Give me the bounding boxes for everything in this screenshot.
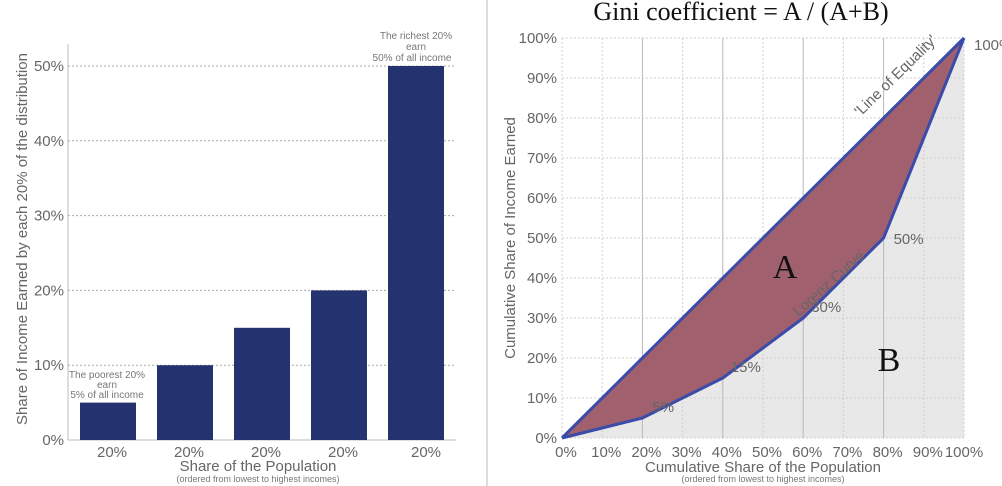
lorenz-x-tick-label: 60%	[792, 444, 822, 461]
lorenz-x-tick-label: 40%	[712, 444, 742, 461]
area-b	[562, 38, 964, 438]
lorenz-chart-y-ticks: 0% 10% 20% 30% 40% 50% 60% 70% 80% 90% 100%	[519, 30, 557, 447]
bar	[157, 365, 213, 440]
lorenz-y-tick-label: 40%	[527, 270, 557, 287]
lorenz-y-tick-label: 60%	[527, 190, 557, 207]
lorenz-y-tick-label: 50%	[527, 230, 557, 247]
poorest-annotation-line-1: The poorest 20%	[69, 370, 145, 381]
lorenz-curve	[561, 37, 966, 440]
bar-chart-x-sublabel: (ordered from lowest to highest incomes)	[176, 474, 339, 484]
lorenz-chart-y-label: Cumulative Share of Income Earned	[502, 117, 519, 359]
richest-annotation-line-1: The richest 20%	[380, 31, 452, 42]
lorenz-chart: Gini coefficient = A / (A+B) 0% 10% 20% 30%…	[502, 0, 1002, 484]
bar-chart: 0% 10% 20% 30% 40% 50% 20% 20% 20% 20% 20% Share …	[14, 31, 456, 484]
lorenz-chart-x-label: Cumulative Share of the Population	[645, 459, 881, 476]
bar-chart-bars	[80, 66, 444, 440]
bar-chart-x-tick-label: 20%	[97, 444, 127, 461]
lorenz-x-tick-label: 80%	[873, 444, 903, 461]
bar-chart-y-tick-label: 10%	[34, 357, 64, 374]
bar-chart-y-tick-label: 30%	[34, 208, 64, 225]
bar-chart-y-tick-label: 50%	[34, 58, 64, 75]
lorenz-x-tick-label: 100%	[945, 444, 983, 461]
bar-chart-y-tick-label: 0%	[42, 432, 64, 449]
bar-chart-x-tick-label: 20%	[411, 444, 441, 461]
region-b-label: B	[878, 342, 901, 379]
lorenz-chart-x-ticks: 0% 10% 20% 30% 40% 50% 60% 70% 80% 90% 100%	[555, 444, 983, 461]
lorenz-x-tick-label: 30%	[672, 444, 702, 461]
lorenz-point-label: 15%	[731, 359, 761, 376]
lorenz-y-tick-label: 80%	[527, 110, 557, 127]
line-of-equality	[560, 36, 966, 440]
lorenz-x-tick-label: 0%	[555, 444, 577, 461]
bar	[234, 327, 290, 440]
bar-chart-x-tick-label: 20%	[251, 444, 281, 461]
richest-annotation-line-2: earn	[406, 42, 426, 53]
bar-chart-x-tick-label: 20%	[328, 444, 358, 461]
region-a-label: A	[773, 249, 798, 286]
lorenz-point-label: 100%	[974, 37, 1002, 54]
bar-chart-x-ticks: 20% 20% 20% 20% 20%	[97, 444, 441, 461]
lorenz-x-tick-label: 70%	[832, 444, 862, 461]
lorenz-point-label: 5%	[652, 399, 674, 416]
bar-chart-y-tick-label: 20%	[34, 282, 64, 299]
lorenz-y-tick-label: 30%	[527, 310, 557, 327]
lorenz-point-labels: 5% 15% 30% 50% 100%	[652, 37, 1002, 416]
lorenz-chart-x-sublabel: (ordered from lowest to highest incomes)	[681, 474, 844, 484]
lorenz-y-tick-label: 20%	[527, 350, 557, 367]
lorenz-y-tick-label: 90%	[527, 70, 557, 87]
lorenz-point-label: 30%	[811, 299, 841, 316]
lorenz-y-tick-label: 10%	[527, 390, 557, 407]
bar-chart-y-tick-label: 40%	[34, 133, 64, 150]
bar	[388, 66, 444, 440]
richest-annotation-line-3: 50% of all income	[373, 53, 452, 64]
poorest-annotation: The poorest 20% earn 5% of all income	[69, 370, 145, 401]
bar-chart-y-label: Share of Income Earned by each 20% of th…	[14, 53, 31, 425]
lorenz-y-tick-label: 100%	[519, 30, 557, 47]
bar-chart-x-tick-label: 20%	[174, 444, 204, 461]
poorest-annotation-line-3: 5% of all income	[70, 390, 144, 401]
richest-annotation: The richest 20% earn 50% of all income	[373, 31, 453, 64]
lorenz-point-label: 50%	[894, 231, 924, 248]
lorenz-x-tick-label: 10%	[591, 444, 621, 461]
lorenz-x-tick-label: 50%	[752, 444, 782, 461]
lorenz-y-tick-label: 0%	[535, 430, 557, 447]
bar-chart-y-ticks: 0% 10% 20% 30% 40% 50%	[34, 58, 64, 449]
lorenz-x-tick-label: 20%	[631, 444, 661, 461]
lorenz-y-tick-label: 70%	[527, 150, 557, 167]
bar	[80, 402, 136, 440]
bar	[311, 290, 367, 440]
lorenz-x-tick-label: 90%	[913, 444, 943, 461]
lorenz-chart-title: Gini coefficient = A / (A+B)	[593, 0, 888, 26]
bar-chart-x-label: Share of the Population	[180, 458, 337, 475]
poorest-annotation-line-2: earn	[97, 380, 117, 391]
